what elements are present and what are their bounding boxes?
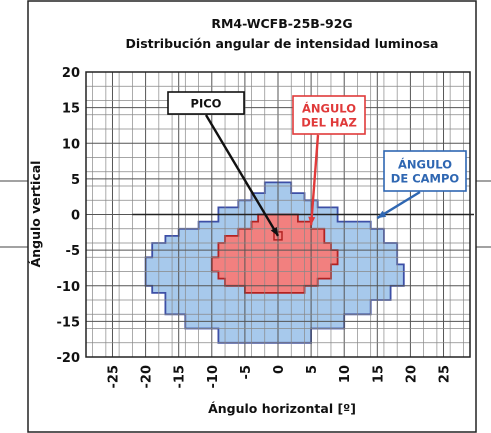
y-axis-label: Ángulo vertical (28, 161, 43, 268)
x-tick-label: -25 (106, 365, 121, 389)
y-tick-label: -5 (66, 244, 80, 259)
callout-text: ÁNGULO (302, 101, 356, 116)
x-tick-label: -20 (140, 365, 155, 389)
x-tick-label: -5 (239, 365, 254, 379)
y-tick-label: -10 (57, 280, 81, 295)
callout-arrow (376, 190, 421, 220)
x-tick-label: 25 (438, 365, 453, 383)
callout-arrowhead (270, 226, 278, 236)
x-tick-label: 15 (371, 365, 386, 383)
x-tick-label: 5 (305, 365, 320, 374)
y-tick-label: 5 (71, 173, 80, 188)
x-axis-label: Ángulo horizontal [º] (208, 401, 356, 416)
y-tick-label: 15 (62, 102, 80, 117)
chart-title: RM4-WCFB-25B-92G (211, 16, 352, 31)
y-tick-label: 20 (62, 66, 80, 81)
x-tick-label: 10 (338, 365, 353, 383)
callout-text: PICO (191, 97, 222, 111)
callout-arrow (309, 134, 320, 226)
plot-area: 20 15 10 5 0 -5 -10 -15 -20 -25 -20 -15 -10 -5 0 5 10 15 2… (57, 66, 474, 389)
x-tick-label: 0 (272, 365, 287, 374)
y-tick-label: 10 (62, 137, 80, 152)
y-tick-label: -15 (57, 315, 81, 330)
y-tick-label: 0 (71, 209, 80, 224)
callout-box (167, 91, 245, 115)
grid-layer (86, 71, 474, 358)
x-tick-label: -15 (173, 365, 188, 389)
callout-text: DEL HAZ (301, 116, 357, 130)
chart-subtitle: Distribución angular de intensidad lumin… (126, 36, 439, 51)
y-tick-label: -20 (57, 351, 81, 366)
callout-arrow (204, 114, 280, 237)
pico-callout: PICO (167, 91, 280, 237)
callout-text: ÁNGULO (398, 157, 452, 172)
callout-box (292, 95, 366, 135)
callout-text: DE CAMPO (391, 172, 460, 186)
callout-box (383, 150, 467, 192)
callout-arrowhead (308, 216, 316, 226)
x-tick-label: 20 (404, 365, 419, 383)
tick-labels: 20 15 10 5 0 -5 -10 -15 -20 -25 -20 -15 -10 -5 0 5 10 15 2… (57, 66, 453, 389)
callout-arrowhead (377, 210, 387, 219)
x-tick-label: -10 (206, 365, 221, 389)
plot-border (85, 71, 471, 358)
